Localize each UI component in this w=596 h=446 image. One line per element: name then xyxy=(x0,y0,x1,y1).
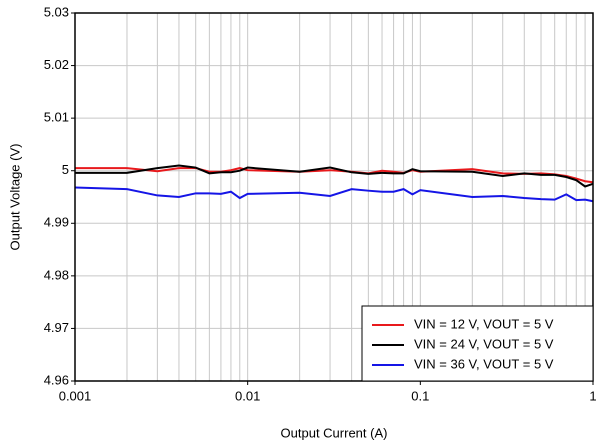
legend: VIN = 12 V, VOUT = 5 V VIN = 24 V, VOUT =… xyxy=(361,305,594,382)
x-axis-label: Output Current (A) xyxy=(281,425,388,440)
plot-frame xyxy=(74,12,594,382)
y-tick-label: 5.03 xyxy=(44,4,69,19)
y-tick-label: 5.01 xyxy=(44,110,69,125)
x-tick-label: 1 xyxy=(589,388,596,403)
series-line xyxy=(75,164,594,188)
y-tick-label: 5 xyxy=(62,162,69,177)
y-tick-label: 5.02 xyxy=(44,57,69,72)
legend-label: VIN = 36 V, VOUT = 5 V xyxy=(414,356,554,371)
x-tick-label: 0.001 xyxy=(59,388,92,403)
y-tick-label: 4.98 xyxy=(44,267,69,282)
y-tick-label: 4.99 xyxy=(44,215,69,230)
legend-box xyxy=(361,305,594,382)
x-tick-label: 0.01 xyxy=(235,388,260,403)
legend-label: VIN = 12 V, VOUT = 5 V xyxy=(414,316,554,331)
x-tick-label: 0.1 xyxy=(411,388,429,403)
y-axis-label: Output Voltage (V) xyxy=(7,144,22,251)
legend-label: VIN = 24 V, VOUT = 5 V xyxy=(414,336,554,351)
y-tick-label: 4.96 xyxy=(44,372,69,387)
series-line xyxy=(74,186,594,203)
y-tick-label: 4.97 xyxy=(44,320,69,335)
